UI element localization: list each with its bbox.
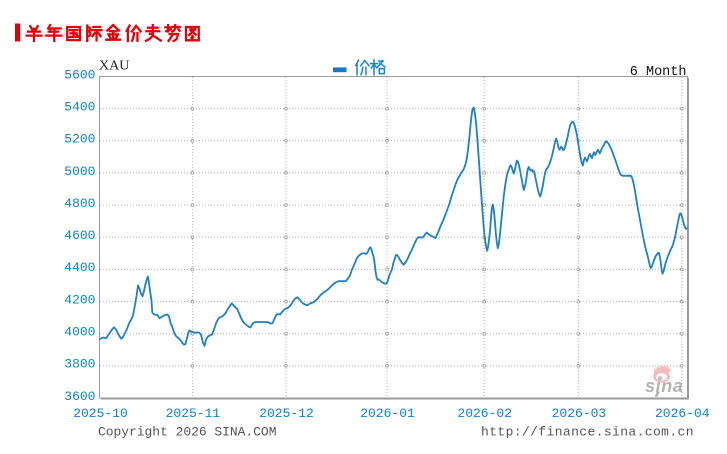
svg-text:5200: 5200 [64, 132, 95, 147]
svg-text:Copyright 2026 SINA.COM: Copyright 2026 SINA.COM [98, 424, 277, 439]
svg-text:4200: 4200 [64, 292, 95, 307]
svg-text:4000: 4000 [64, 325, 95, 340]
svg-text:http://finance.sina.com.cn: http://finance.sina.com.cn [481, 424, 694, 439]
svg-text:4400: 4400 [64, 260, 95, 275]
svg-text:2025-10: 2025-10 [73, 406, 128, 421]
svg-text:2026-02: 2026-02 [457, 406, 512, 421]
svg-text:6 Month: 6 Month [630, 65, 687, 80]
svg-text:XAU: XAU [99, 59, 129, 74]
svg-text:4800: 4800 [64, 196, 95, 211]
svg-text:3800: 3800 [64, 357, 95, 372]
svg-text:2026-01: 2026-01 [360, 406, 415, 421]
svg-text:3600: 3600 [64, 389, 95, 404]
svg-text:2025-11: 2025-11 [166, 406, 221, 421]
svg-text:4600: 4600 [64, 228, 95, 243]
svg-text:sina: sina [645, 376, 683, 396]
svg-text:2026-04: 2026-04 [655, 406, 710, 421]
svg-text:5000: 5000 [64, 164, 95, 179]
svg-text:2025-12: 2025-12 [259, 406, 314, 421]
svg-text:5400: 5400 [64, 99, 95, 114]
svg-text:2026-03: 2026-03 [552, 406, 607, 421]
svg-text:5600: 5600 [64, 67, 95, 82]
